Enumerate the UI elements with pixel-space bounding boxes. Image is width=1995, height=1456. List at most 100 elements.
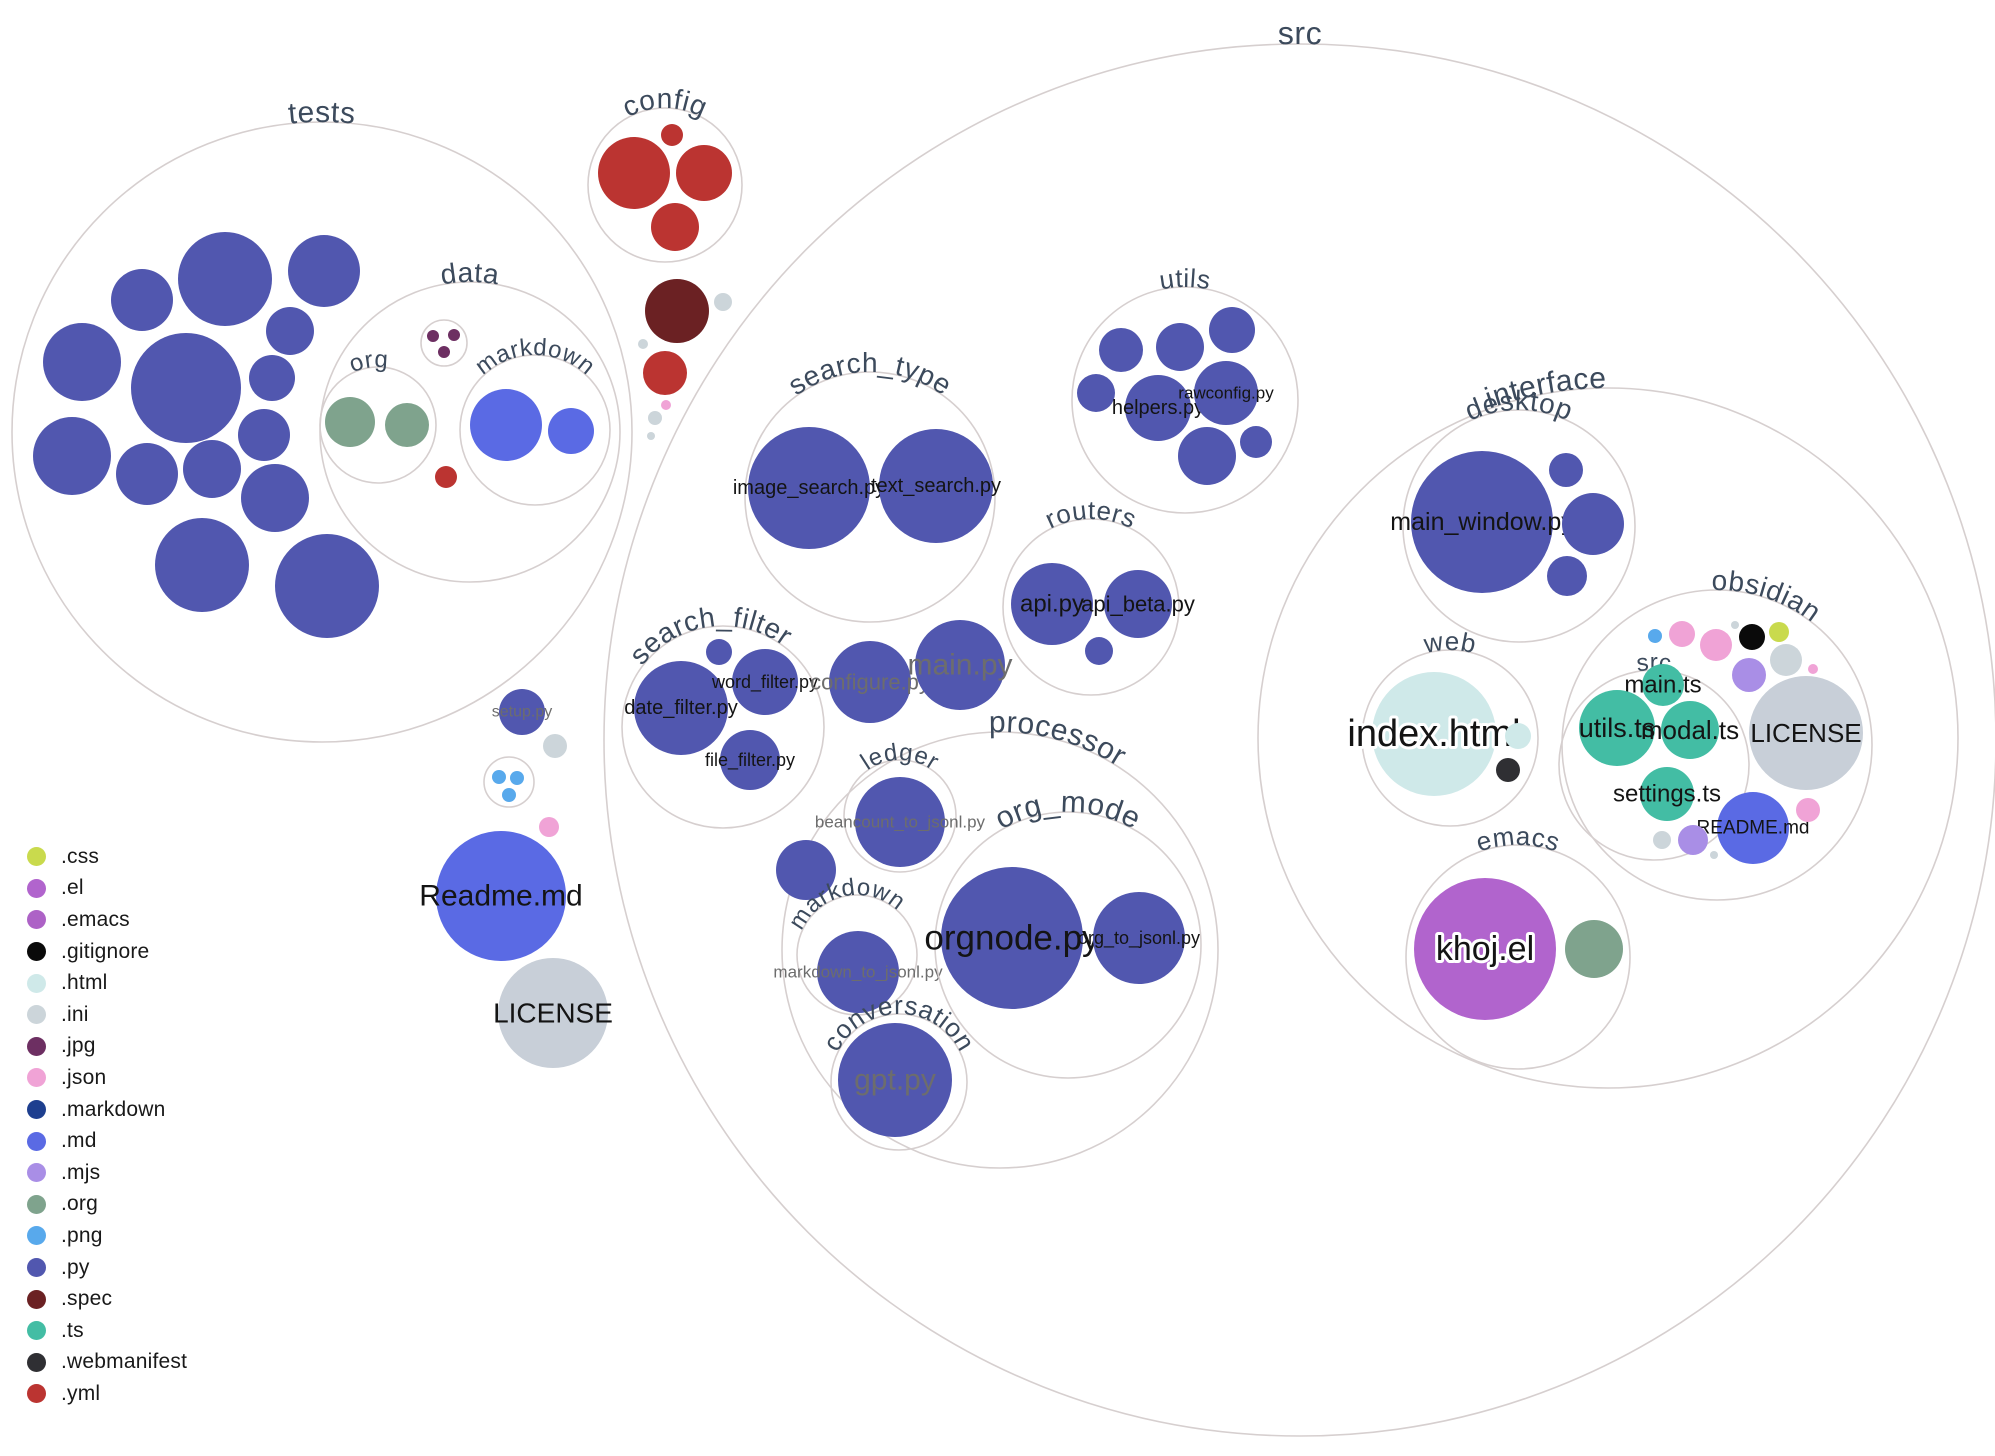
file-circle-py[interactable] [776, 840, 836, 900]
dir-circle-markdown[interactable] [796, 894, 918, 1016]
file-circle-json[interactable] [539, 817, 559, 837]
file-circle-py[interactable] [116, 443, 178, 505]
file-circle-file_filter.py[interactable] [720, 730, 780, 790]
file-circle-py[interactable] [1240, 426, 1272, 458]
file-circle-json[interactable] [661, 400, 671, 410]
file-circle-LICENSE[interactable] [1749, 676, 1863, 790]
file-circle-beancount_to_jsonl.py[interactable] [855, 777, 945, 867]
file-circle-jpg[interactable] [438, 346, 450, 358]
file-circle-orgnode.py[interactable] [941, 867, 1083, 1009]
file-circle-modal.ts[interactable] [1661, 701, 1719, 759]
dir-circle-processor[interactable] [781, 731, 1219, 1169]
file-circle-ini[interactable] [543, 734, 567, 758]
file-circle-gpt.py[interactable] [838, 1023, 952, 1137]
file-circle-ini[interactable] [1653, 831, 1671, 849]
file-circle-md[interactable] [470, 389, 542, 461]
dir-circle-search_filter[interactable] [621, 625, 825, 829]
file-circle-LICENSE[interactable] [498, 958, 608, 1068]
file-circle-jpg[interactable] [427, 330, 439, 342]
file-circle-helpers.py[interactable] [1125, 375, 1191, 441]
file-circle-py[interactable] [266, 307, 314, 355]
file-circle-yml[interactable] [661, 124, 683, 146]
file-circle-py[interactable] [131, 333, 241, 443]
file-circle-mjs[interactable] [1732, 658, 1766, 692]
dir-circle-ledger[interactable] [843, 759, 957, 873]
file-circle-api.py[interactable] [1011, 563, 1093, 645]
file-circle-README.md[interactable] [1717, 792, 1789, 864]
file-circle-org_to_jsonl.py[interactable] [1093, 892, 1185, 984]
dir-circle-unnamed[interactable] [483, 756, 535, 808]
file-circle-yml[interactable] [676, 145, 732, 201]
file-circle-org[interactable] [1565, 920, 1623, 978]
file-circle-mjs[interactable] [1678, 825, 1708, 855]
dir-circle-conversation[interactable] [830, 1013, 968, 1151]
file-circle-py[interactable] [33, 417, 111, 495]
file-circle-json[interactable] [1669, 621, 1695, 647]
file-circle-settings.ts[interactable] [1640, 767, 1694, 821]
file-circle-py[interactable] [1077, 374, 1115, 412]
file-circle-py[interactable] [111, 269, 173, 331]
file-circle-text_search.py[interactable] [879, 429, 993, 543]
file-circle-ini[interactable] [1710, 851, 1718, 859]
dir-circle-org_mode[interactable] [934, 811, 1202, 1079]
file-circle-py[interactable] [178, 232, 272, 326]
file-circle-css[interactable] [1769, 622, 1789, 642]
file-circle-spec[interactable] [645, 279, 709, 343]
file-circle-md[interactable] [548, 408, 594, 454]
dir-circle-emacs[interactable] [1405, 844, 1631, 1070]
file-circle-py[interactable] [1099, 328, 1143, 372]
file-circle-configure.py[interactable] [829, 641, 911, 723]
file-circle-ini[interactable] [647, 432, 655, 440]
dir-circle-markdown[interactable] [459, 354, 611, 506]
file-circle-json[interactable] [1700, 629, 1732, 661]
dir-circle-utils[interactable] [1071, 286, 1299, 514]
file-circle-png[interactable] [492, 770, 506, 784]
dir-circle-org[interactable] [319, 366, 437, 484]
dir-circle-tests[interactable] [11, 121, 633, 743]
dir-circle-search_type[interactable] [744, 371, 996, 623]
file-circle-py[interactable] [1085, 637, 1113, 665]
file-circle-yml[interactable] [598, 137, 670, 209]
file-circle-org[interactable] [325, 397, 375, 447]
file-circle-py[interactable] [241, 464, 309, 532]
file-circle-py[interactable] [1178, 427, 1236, 485]
file-circle-py[interactable] [238, 409, 290, 461]
file-circle-png[interactable] [1648, 629, 1662, 643]
dir-circle-config[interactable] [587, 107, 743, 263]
file-circle-word_filter.py[interactable] [732, 649, 798, 715]
dir-circle-unnamed[interactable] [420, 319, 468, 367]
file-circle-setup.py[interactable] [499, 689, 545, 735]
dir-circle-web[interactable] [1361, 649, 1539, 827]
file-circle-yml[interactable] [643, 351, 687, 395]
dir-circle-desktop[interactable] [1402, 409, 1636, 643]
file-circle-yml[interactable] [435, 466, 457, 488]
file-circle-py[interactable] [1156, 323, 1204, 371]
file-circle-gitignore[interactable] [1739, 624, 1765, 650]
file-circle-png[interactable] [502, 788, 516, 802]
file-circle-py[interactable] [1547, 556, 1587, 596]
file-circle-py[interactable] [288, 235, 360, 307]
file-circle-py[interactable] [275, 534, 379, 638]
file-circle-py[interactable] [1549, 453, 1583, 487]
dir-circle-src[interactable] [603, 43, 1995, 1437]
file-circle-utils.ts[interactable] [1579, 690, 1655, 766]
file-circle-yml[interactable] [651, 203, 699, 251]
file-circle-khoj.el[interactable] [1414, 878, 1556, 1020]
file-circle-main_window.py[interactable] [1411, 451, 1553, 593]
file-circle-rawconfig.py[interactable] [1194, 361, 1258, 425]
file-circle-json[interactable] [1796, 798, 1820, 822]
file-circle-ini[interactable] [1731, 621, 1739, 629]
file-circle-api_beta.py[interactable] [1104, 570, 1172, 638]
file-circle-index.html[interactable] [1372, 672, 1496, 796]
file-circle-py[interactable] [43, 323, 121, 401]
file-circle-markdown_to_jsonl.py[interactable] [817, 931, 899, 1013]
dir-circle-routers[interactable] [1002, 518, 1180, 696]
file-circle-ini[interactable] [648, 411, 662, 425]
file-circle-date_filter.py[interactable] [634, 661, 728, 755]
file-circle-ini[interactable] [1770, 644, 1802, 676]
file-circle-png[interactable] [510, 771, 524, 785]
file-circle-ini[interactable] [714, 293, 732, 311]
file-circle-webmanifest[interactable] [1496, 758, 1520, 782]
file-circle-json[interactable] [1808, 664, 1818, 674]
file-circle-Readme.md[interactable] [436, 831, 566, 961]
